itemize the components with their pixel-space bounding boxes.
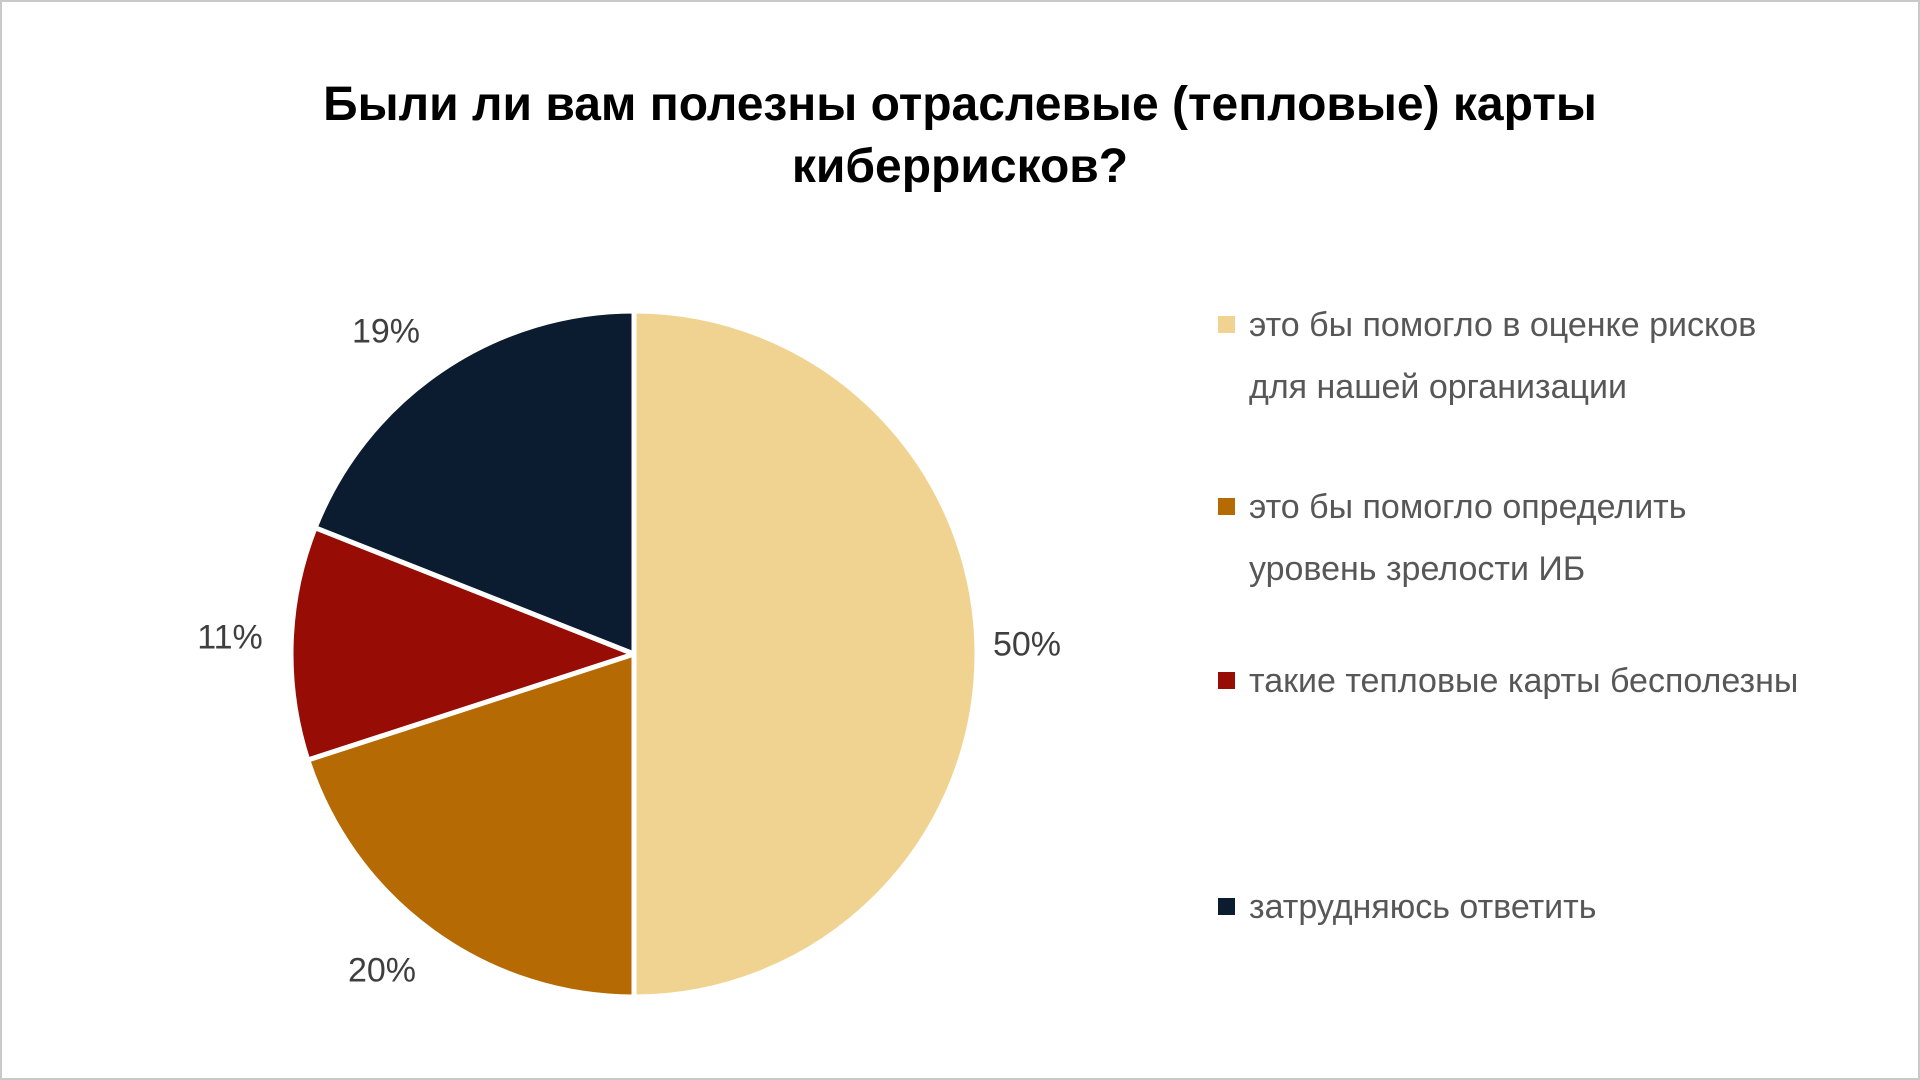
chart-title: Были ли вам полезны отраслевые (тепловые… — [323, 78, 1597, 194]
legend: это бы помогло в оценке рисков для нашей… — [1218, 2, 1878, 1078]
legend-label-line: это бы помогло в оценке рисков — [1249, 306, 1757, 344]
legend-item-hard-to-answer: затрудняюсь ответить — [1218, 876, 1829, 938]
legend-label-line: затрудняюсь ответить — [1249, 888, 1597, 926]
legend-item-helps-maturity-level: это бы помогло определить уровень зрелос… — [1218, 476, 1829, 600]
legend-swatch — [1218, 898, 1235, 915]
pie-percent-label-19: 19% — [351, 312, 421, 351]
pie-percent-label-11: 11% — [197, 618, 263, 657]
legend-label: такие тепловые карты бесполезны — [1249, 650, 1829, 712]
legend-item-helps-risk-assessment: это бы помогло в оценке рисков для нашей… — [1218, 294, 1829, 418]
legend-label-line: для нашей организации — [1249, 368, 1627, 406]
pie-percent-label-20: 20% — [347, 951, 417, 990]
legend-item-heatmaps-useless: такие тепловые карты бесполезны — [1218, 650, 1829, 712]
legend-label: это бы помогло определить уровень зрелос… — [1249, 476, 1829, 600]
legend-label: затрудняюсь ответить — [1249, 876, 1829, 938]
pie-slice-19pct — [312, 308, 637, 657]
legend-label-line: такие тепловые карты бесполезны — [1249, 662, 1799, 700]
pie-slice-11pct — [288, 525, 637, 763]
legend-swatch — [1218, 316, 1235, 333]
legend-swatch — [1218, 672, 1235, 689]
pie-slice-50pct — [631, 308, 980, 1000]
pie-slice-20pct — [305, 651, 637, 1000]
pie-percent-label-50: 50% — [992, 625, 1062, 664]
legend-label-line: уровень зрелости ИБ — [1249, 550, 1586, 588]
legend-label-line: это бы помогло определить — [1249, 488, 1687, 526]
legend-swatch — [1218, 498, 1235, 515]
legend-label: это бы помогло в оценке рисков для нашей… — [1249, 294, 1829, 418]
